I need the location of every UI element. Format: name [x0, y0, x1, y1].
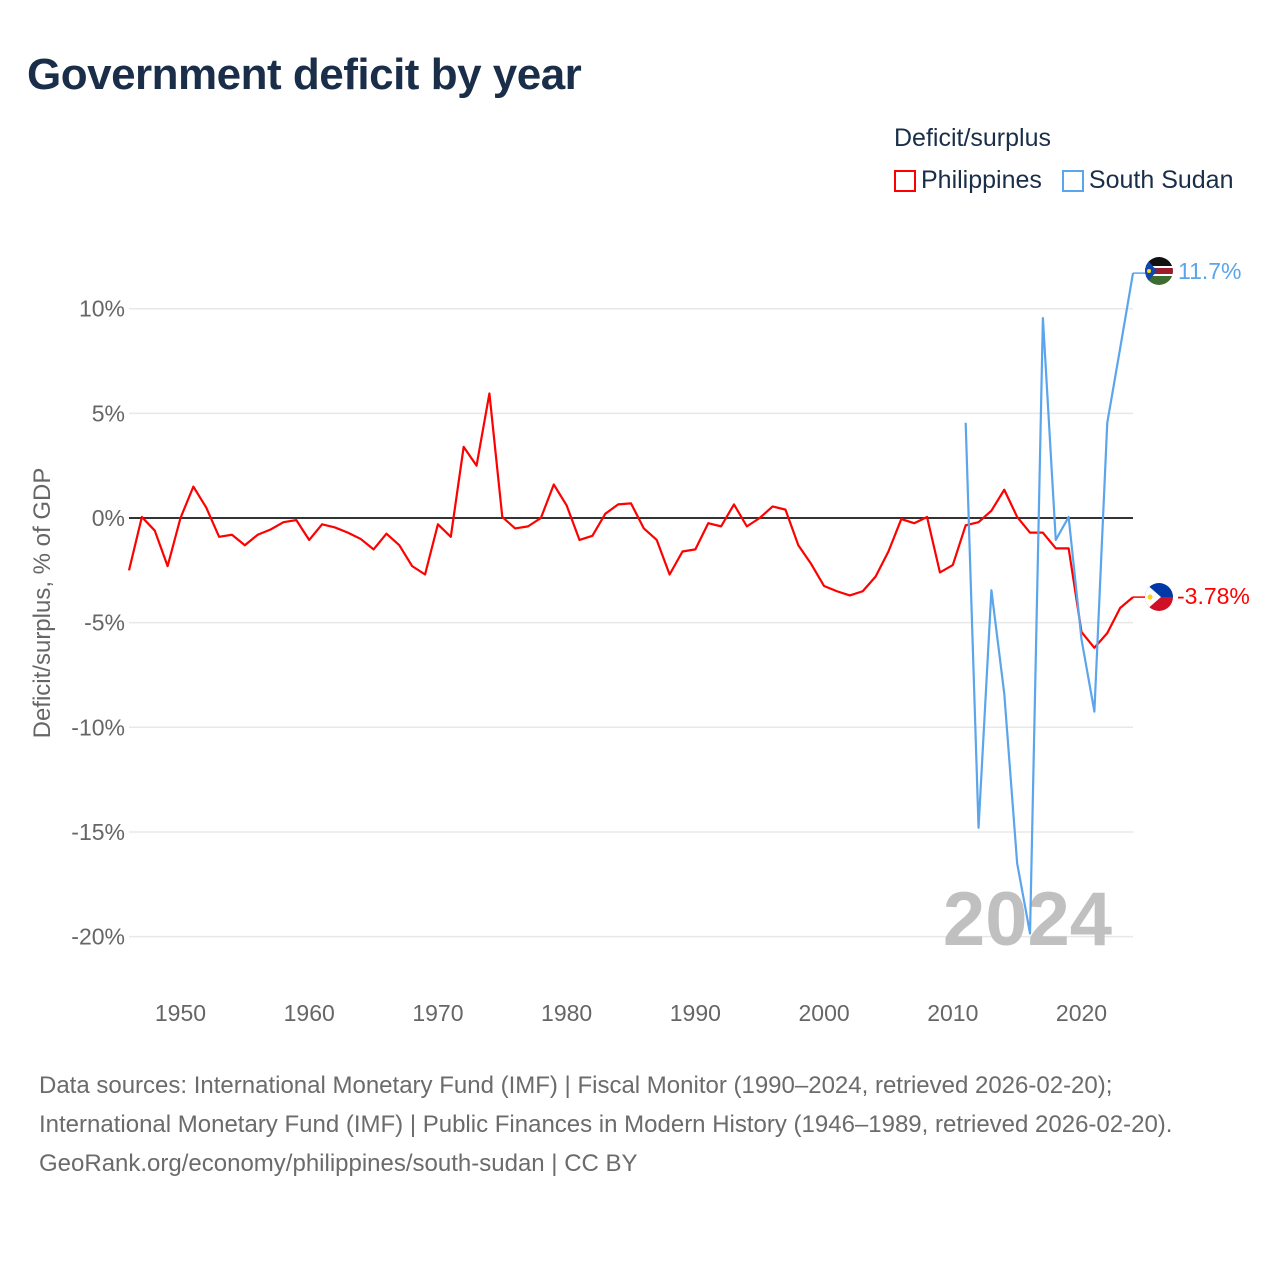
philippines-end-label: -3.78%: [1177, 583, 1250, 609]
credit-link[interactable]: GeoRank.org/economy/philippines/south-su…: [39, 1150, 638, 1177]
x-tick-label: 1950: [155, 1000, 206, 1026]
y-tick-label: -15%: [71, 819, 125, 845]
legend-swatch-philippines: [894, 169, 916, 192]
chart-title: Government deficit by year: [27, 50, 582, 99]
legend-label: South Sudan: [1088, 166, 1234, 194]
y-axis-ticks: 10% 5% 0% -5% -10% -15% -20%: [71, 296, 125, 950]
series-line-philippines: [127, 392, 1134, 649]
legend-item-south-sudan[interactable]: South Sudan: [1061, 166, 1234, 195]
x-tick-label: 2010: [927, 1000, 978, 1026]
legend: Philippines South Sudan: [894, 166, 1234, 195]
y-tick-label: 0%: [92, 505, 125, 531]
philippines-flag-icon: [1145, 583, 1173, 611]
legend-title: Deficit/surplus: [894, 124, 1051, 152]
x-tick-label: 1970: [412, 1000, 463, 1026]
footer: Data sources: International Monetary Fun…: [39, 1066, 1239, 1183]
y-tick-label: -20%: [71, 924, 125, 950]
x-tick-label: 1980: [541, 1000, 592, 1026]
x-tick-label: 2020: [1056, 1000, 1107, 1026]
south-sudan-flag-icon: [1145, 257, 1173, 285]
series-line-south-sudan: [964, 272, 1135, 935]
gridlines: [129, 307, 1133, 938]
y-tick-label: 10%: [79, 296, 125, 322]
legend-item-philippines[interactable]: Philippines: [894, 166, 1042, 195]
y-tick-label: -5%: [84, 610, 125, 636]
y-axis-label: Deficit/surplus, % of GDP: [29, 468, 56, 739]
legend-swatch-south-sudan: [1061, 169, 1084, 192]
data-sources: Data sources: International Monetary Fun…: [39, 1072, 1173, 1138]
y-tick-label: 5%: [92, 400, 125, 426]
x-tick-label: 1960: [284, 1000, 335, 1026]
y-tick-label: -10%: [71, 714, 125, 740]
south-sudan-end-label: 11.7%: [1178, 258, 1242, 284]
x-tick-label: 1990: [670, 1000, 721, 1026]
x-tick-label: 2000: [798, 1000, 849, 1026]
x-axis-ticks: 1950 1960 1970 1980 1990 2000 2010 2020: [155, 1000, 1107, 1026]
legend-label: Philippines: [921, 166, 1042, 194]
